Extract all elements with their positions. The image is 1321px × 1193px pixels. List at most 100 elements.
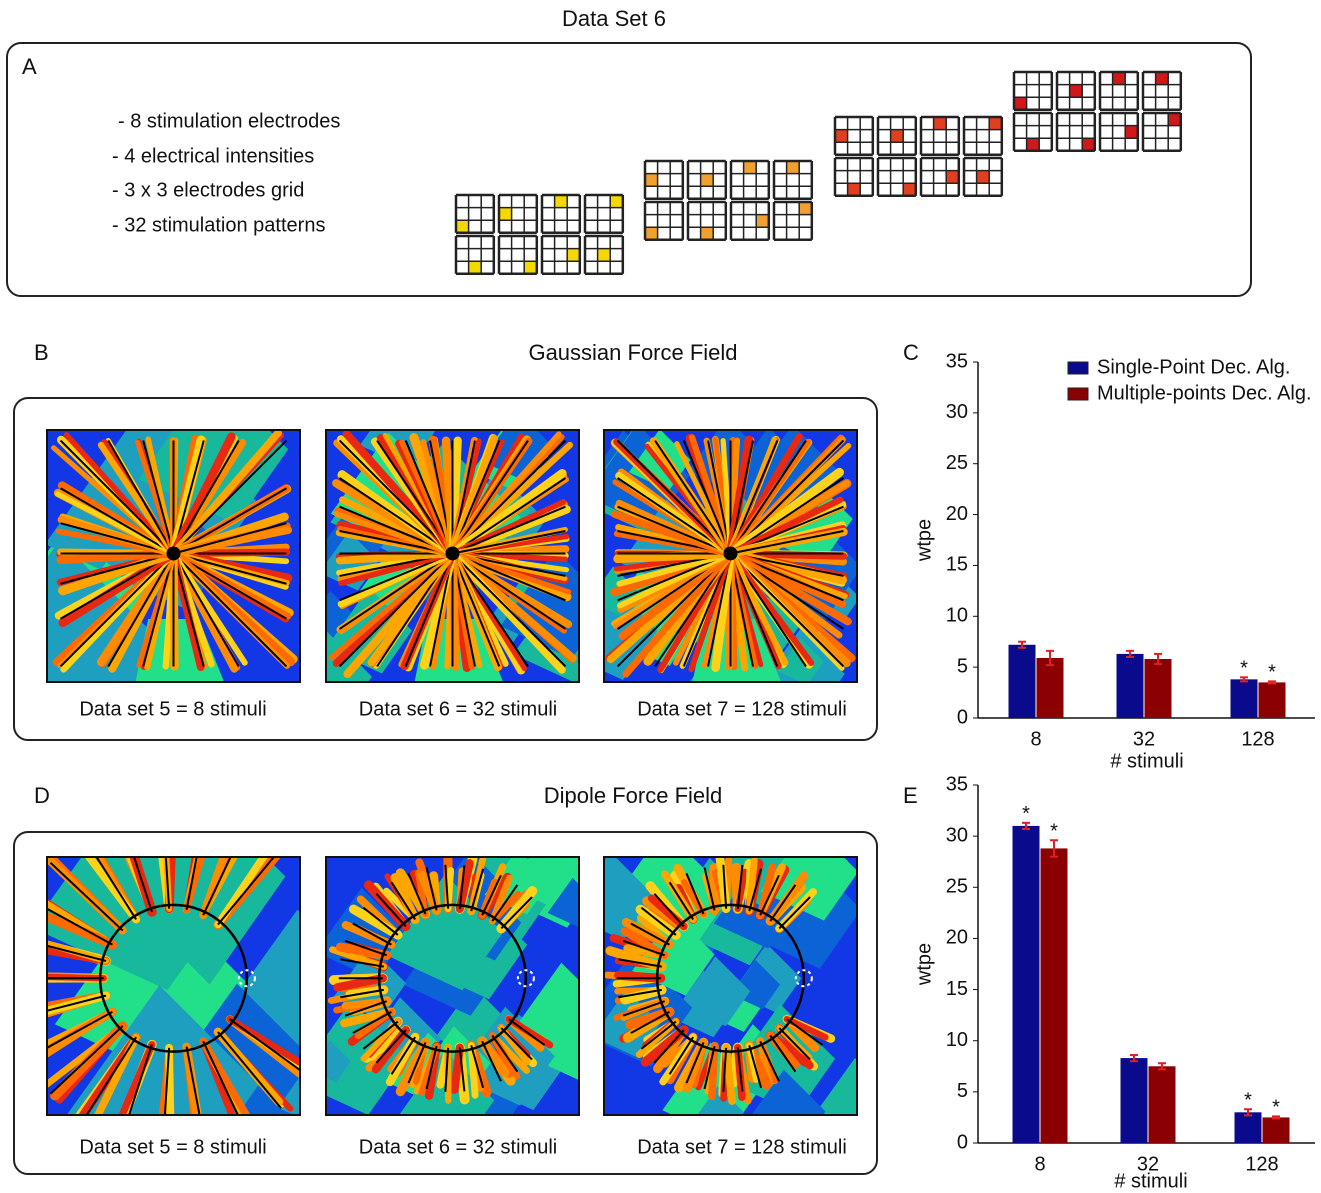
trajectory	[450, 1043, 464, 1094]
target-path	[618, 988, 662, 999]
y-tick-label: 15	[946, 554, 968, 576]
force-field	[326, 430, 579, 682]
list-item: - 32 stimulation patterns	[112, 214, 325, 236]
target-path	[60, 522, 174, 555]
origin	[166, 546, 181, 561]
trajectory	[783, 1015, 829, 1041]
trajectory	[47, 911, 118, 950]
legend-label: Multiple-points Dec. Alg.	[1097, 382, 1312, 404]
target-path	[340, 958, 384, 968]
list-item: - 4 electrical intensities	[112, 145, 314, 167]
bar	[1148, 1066, 1176, 1143]
target-path	[729, 439, 807, 555]
target-path	[47, 1010, 113, 1049]
x-tick-label: 32	[1137, 1153, 1159, 1175]
trajectory	[54, 491, 177, 557]
target-path	[49, 862, 124, 932]
y-tick-label: 0	[957, 706, 968, 728]
target-path	[458, 1047, 466, 1092]
bar	[1036, 657, 1064, 718]
x-tick-label: 128	[1241, 728, 1274, 750]
target-path	[736, 865, 744, 910]
target-path	[172, 553, 205, 667]
significance-marker: *	[1272, 1097, 1280, 1119]
caption: Data set 7 = 128 stimuli	[637, 698, 847, 720]
field-frame	[46, 856, 301, 1116]
panel-label: C	[903, 340, 919, 365]
target-path	[185, 857, 198, 910]
target-path	[481, 874, 502, 916]
y-tick-label: 10	[946, 605, 968, 627]
bar	[1234, 1112, 1262, 1143]
target-path	[470, 1045, 485, 1089]
target-path	[173, 487, 287, 555]
target-path	[352, 922, 392, 946]
target-path	[729, 552, 845, 668]
trajectory	[56, 549, 178, 564]
target-path	[703, 867, 716, 911]
target-path	[622, 1000, 666, 1017]
caption: Data set 5 = 8 stimuli	[79, 698, 266, 720]
origin	[516, 969, 535, 988]
field-cell	[814, 1057, 857, 1115]
x-tick-label: 8	[1034, 1153, 1045, 1175]
trajectory	[169, 432, 236, 558]
trajectory	[726, 467, 844, 558]
trajectory	[333, 511, 456, 557]
target-path	[49, 1025, 124, 1095]
target-path	[338, 439, 454, 555]
target-path	[703, 1045, 716, 1090]
target-path	[778, 896, 811, 930]
target-path	[481, 1040, 502, 1082]
target-path	[95, 857, 137, 920]
caption: Data set 6 = 32 stimuli	[359, 1136, 557, 1158]
trajectory	[640, 1025, 689, 1067]
panel-label: E	[903, 783, 918, 808]
trajectory	[199, 857, 228, 920]
electrode-active	[700, 227, 714, 240]
electrode-active	[799, 202, 812, 215]
x-tick-label: 32	[1133, 728, 1155, 750]
panel-label: B	[34, 340, 49, 365]
y-tick-label: 30	[946, 824, 968, 846]
electrode-active	[1082, 138, 1095, 151]
x-tick-label: 128	[1245, 1153, 1278, 1175]
electrode-active	[645, 227, 658, 240]
field-cell	[47, 857, 286, 1004]
target-ring	[98, 903, 249, 1053]
figure-title: Data Set 6	[562, 6, 666, 31]
electrode-active	[743, 161, 757, 174]
target-path	[163, 1047, 171, 1115]
target-path	[451, 552, 529, 668]
electrode-active	[1155, 72, 1169, 85]
electrode-active	[597, 248, 611, 262]
panel-label: D	[34, 783, 50, 808]
panel-a-box	[6, 42, 1252, 297]
target-path	[778, 1027, 811, 1061]
target-path	[338, 552, 454, 630]
target-path	[444, 864, 450, 909]
electrode-active	[933, 117, 947, 130]
caption: Data set 5 = 8 stimuli	[79, 1136, 266, 1158]
panel-b-box	[13, 397, 878, 741]
target-path	[630, 1010, 670, 1034]
electrode-active	[786, 161, 800, 174]
target-path	[107, 440, 175, 554]
target-path	[769, 884, 797, 922]
target-path	[759, 874, 780, 916]
y-tick-label: 15	[946, 978, 968, 1000]
target-path	[375, 1029, 407, 1064]
target-path	[451, 552, 567, 668]
field-cell	[777, 638, 824, 682]
origin	[723, 546, 738, 561]
target-path	[622, 939, 666, 957]
bar	[1116, 653, 1144, 718]
trajectory	[722, 1044, 736, 1105]
trajectory	[489, 874, 513, 925]
bar	[1120, 1058, 1148, 1143]
target-path	[730, 530, 844, 555]
target-path	[128, 1044, 153, 1115]
y-tick-label: 5	[957, 655, 968, 677]
trajectory	[341, 997, 391, 1010]
